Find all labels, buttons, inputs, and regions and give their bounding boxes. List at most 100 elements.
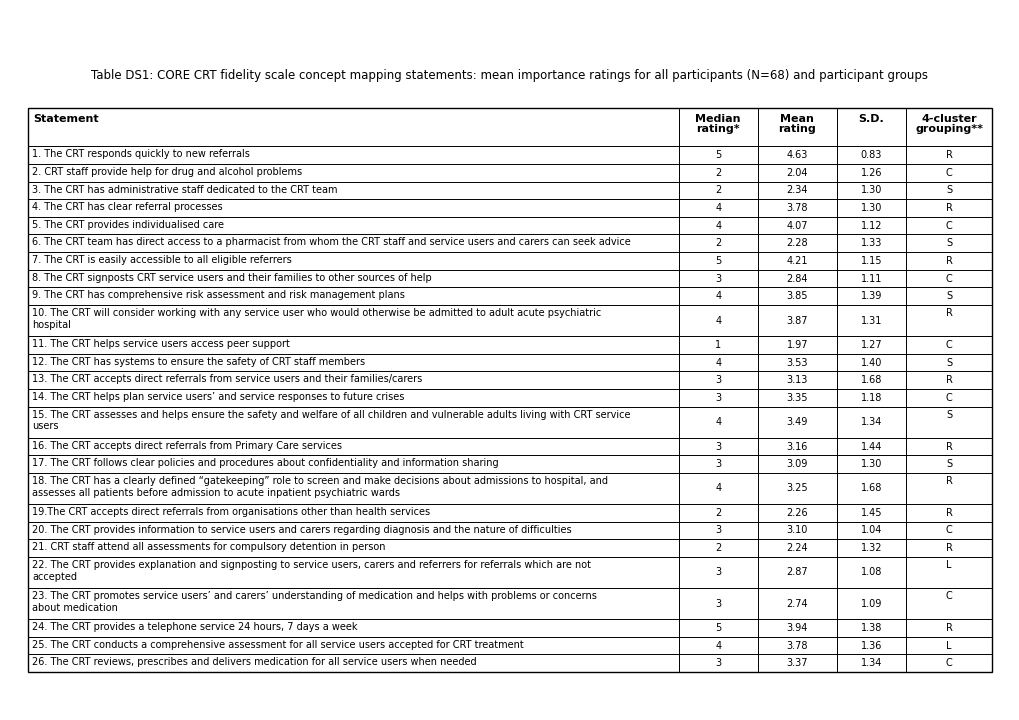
Text: 6. The CRT team has direct access to a pharmacist from whom the CRT staff and se: 6. The CRT team has direct access to a p… <box>32 238 630 248</box>
Text: S: S <box>945 358 951 367</box>
Text: 5: 5 <box>714 623 720 633</box>
Text: 2: 2 <box>714 168 720 178</box>
Text: 13. The CRT accepts direct referrals from service users and their families/carer: 13. The CRT accepts direct referrals fro… <box>32 374 422 384</box>
Text: 2.87: 2.87 <box>786 567 807 577</box>
Text: C: C <box>945 220 952 230</box>
Text: 4-cluster: 4-cluster <box>920 114 976 124</box>
Text: 26. The CRT reviews, prescribes and delivers medication for all service users wh: 26. The CRT reviews, prescribes and deli… <box>32 657 476 667</box>
Text: 1.04: 1.04 <box>860 526 881 536</box>
Text: 1.18: 1.18 <box>860 393 881 402</box>
Text: 3: 3 <box>714 658 720 668</box>
Text: 2: 2 <box>714 238 720 248</box>
Text: 2.34: 2.34 <box>786 186 807 195</box>
Text: 3.78: 3.78 <box>786 203 807 213</box>
Text: 5: 5 <box>714 256 720 266</box>
Text: R: R <box>945 375 952 385</box>
Text: 2.04: 2.04 <box>786 168 807 178</box>
Text: 1.30: 1.30 <box>860 459 881 469</box>
Text: 1.44: 1.44 <box>860 441 881 451</box>
Text: 22. The CRT provides explanation and signposting to service users, carers and re: 22. The CRT provides explanation and sig… <box>32 560 590 582</box>
Text: S: S <box>945 186 951 195</box>
Text: 2: 2 <box>714 543 720 553</box>
Text: R: R <box>945 441 952 451</box>
Text: 2.84: 2.84 <box>786 274 807 284</box>
Text: 1.15: 1.15 <box>860 256 881 266</box>
Text: 1.36: 1.36 <box>860 641 881 651</box>
Text: 1: 1 <box>714 340 720 350</box>
Text: 2.28: 2.28 <box>786 238 807 248</box>
Text: 0.83: 0.83 <box>860 150 881 160</box>
Text: R: R <box>945 476 952 486</box>
Text: 4.07: 4.07 <box>786 220 807 230</box>
Text: 3.87: 3.87 <box>786 315 807 325</box>
Text: R: R <box>945 203 952 213</box>
Text: 4: 4 <box>714 484 720 493</box>
Text: 2. CRT staff provide help for drug and alcohol problems: 2. CRT staff provide help for drug and a… <box>32 167 302 177</box>
Text: C: C <box>945 591 952 601</box>
Text: 17. The CRT follows clear policies and procedures about confidentiality and info: 17. The CRT follows clear policies and p… <box>32 459 498 468</box>
Text: rating: rating <box>777 124 815 134</box>
Text: 4. The CRT has clear referral processes: 4. The CRT has clear referral processes <box>32 202 222 212</box>
Text: 4: 4 <box>714 641 720 651</box>
Text: 15. The CRT assesses and helps ensure the safety and welfare of all children and: 15. The CRT assesses and helps ensure th… <box>32 410 630 431</box>
Text: 1.68: 1.68 <box>860 484 881 493</box>
Text: 1.68: 1.68 <box>860 375 881 385</box>
Text: C: C <box>945 168 952 178</box>
Text: 4: 4 <box>714 220 720 230</box>
Text: 1.97: 1.97 <box>786 340 807 350</box>
Text: 14. The CRT helps plan service users’ and service responses to future crises: 14. The CRT helps plan service users’ an… <box>32 392 404 402</box>
Text: 1.34: 1.34 <box>860 658 881 668</box>
Text: 1.08: 1.08 <box>860 567 881 577</box>
Text: 1.40: 1.40 <box>860 358 881 367</box>
Text: 1.33: 1.33 <box>860 238 881 248</box>
Text: 3: 3 <box>714 598 720 608</box>
Text: S: S <box>945 291 951 301</box>
Text: L: L <box>946 560 951 570</box>
Bar <box>28 108 991 672</box>
Text: 18. The CRT has a clearly defined “gatekeeping” role to screen and make decision: 18. The CRT has a clearly defined “gatek… <box>32 476 607 498</box>
Text: Mean: Mean <box>780 114 813 124</box>
Text: 3.85: 3.85 <box>786 291 807 301</box>
Text: 7. The CRT is easily accessible to all eligible referrers: 7. The CRT is easily accessible to all e… <box>32 255 291 265</box>
Text: 2: 2 <box>714 508 720 518</box>
Text: 3: 3 <box>714 274 720 284</box>
Text: 5: 5 <box>714 150 720 160</box>
Text: S: S <box>945 410 951 420</box>
Text: 2.24: 2.24 <box>786 543 807 553</box>
Text: 3: 3 <box>714 526 720 536</box>
Text: 4: 4 <box>714 291 720 301</box>
Text: 9. The CRT has comprehensive risk assessment and risk management plans: 9. The CRT has comprehensive risk assess… <box>32 290 405 300</box>
Text: 3.09: 3.09 <box>786 459 807 469</box>
Text: R: R <box>945 508 952 518</box>
Text: 5. The CRT provides individualised care: 5. The CRT provides individualised care <box>32 220 224 230</box>
Text: 1.30: 1.30 <box>860 203 881 213</box>
Text: 3.78: 3.78 <box>786 641 807 651</box>
Text: 1.30: 1.30 <box>860 186 881 195</box>
Text: 8. The CRT signposts CRT service users and their families to other sources of he: 8. The CRT signposts CRT service users a… <box>32 273 431 283</box>
Text: 3: 3 <box>714 375 720 385</box>
Text: C: C <box>945 658 952 668</box>
Text: Median: Median <box>695 114 740 124</box>
Text: 2: 2 <box>714 186 720 195</box>
Text: 3.35: 3.35 <box>786 393 807 402</box>
Text: Table DS1: CORE CRT fidelity scale concept mapping statements: mean importance r: Table DS1: CORE CRT fidelity scale conce… <box>92 68 927 81</box>
Text: rating*: rating* <box>696 124 740 134</box>
Text: R: R <box>945 256 952 266</box>
Text: 1.12: 1.12 <box>860 220 881 230</box>
Text: 3.94: 3.94 <box>786 623 807 633</box>
Text: 12. The CRT has systems to ensure the safety of CRT staff members: 12. The CRT has systems to ensure the sa… <box>32 356 365 366</box>
Text: 3.49: 3.49 <box>786 417 807 427</box>
Text: grouping**: grouping** <box>914 124 982 134</box>
Text: 2.74: 2.74 <box>786 598 807 608</box>
Text: 20. The CRT provides information to service users and carers regarding diagnosis: 20. The CRT provides information to serv… <box>32 525 571 535</box>
Text: S.D.: S.D. <box>858 114 883 124</box>
Text: 3: 3 <box>714 393 720 402</box>
Text: 19.The CRT accepts direct referrals from organisations other than health service: 19.The CRT accepts direct referrals from… <box>32 507 430 517</box>
Text: 4.63: 4.63 <box>786 150 807 160</box>
Text: 1.26: 1.26 <box>860 168 881 178</box>
Text: C: C <box>945 526 952 536</box>
Text: 3: 3 <box>714 441 720 451</box>
Text: C: C <box>945 274 952 284</box>
Text: 1.31: 1.31 <box>860 315 881 325</box>
Text: 3.53: 3.53 <box>786 358 807 367</box>
